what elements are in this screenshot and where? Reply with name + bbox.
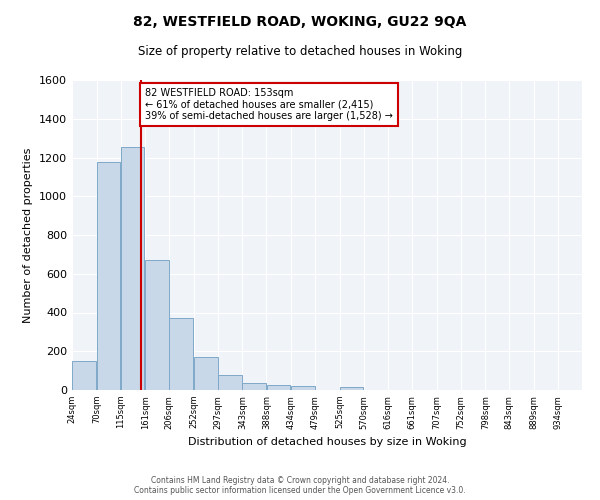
- X-axis label: Distribution of detached houses by size in Woking: Distribution of detached houses by size …: [188, 437, 466, 447]
- Bar: [266, 385, 290, 390]
- Bar: [72, 361, 96, 390]
- Bar: [145, 260, 169, 390]
- Y-axis label: Number of detached properties: Number of detached properties: [23, 148, 34, 322]
- Bar: [121, 147, 145, 390]
- Bar: [242, 383, 266, 390]
- Text: Size of property relative to detached houses in Woking: Size of property relative to detached ho…: [138, 45, 462, 58]
- Bar: [194, 357, 218, 390]
- Text: Contains HM Land Registry data © Crown copyright and database right 2024.
Contai: Contains HM Land Registry data © Crown c…: [134, 476, 466, 495]
- Text: 82 WESTFIELD ROAD: 153sqm
← 61% of detached houses are smaller (2,415)
39% of se: 82 WESTFIELD ROAD: 153sqm ← 61% of detac…: [145, 88, 393, 121]
- Bar: [340, 387, 364, 390]
- Bar: [97, 162, 121, 390]
- Text: 82, WESTFIELD ROAD, WOKING, GU22 9QA: 82, WESTFIELD ROAD, WOKING, GU22 9QA: [133, 15, 467, 29]
- Bar: [218, 374, 242, 390]
- Bar: [169, 318, 193, 390]
- Bar: [291, 386, 315, 390]
